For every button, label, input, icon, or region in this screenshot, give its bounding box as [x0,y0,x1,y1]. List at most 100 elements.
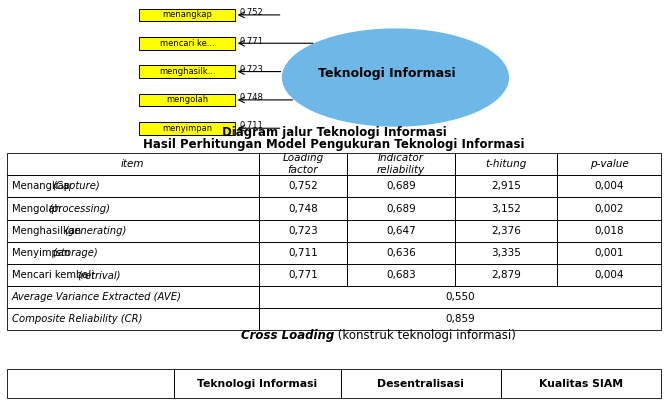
Text: t-hitung: t-hitung [485,159,526,169]
Text: Teknologi Informasi: Teknologi Informasi [318,66,456,79]
Text: 0,723: 0,723 [288,226,318,236]
Bar [7,220,259,242]
Bar [455,220,556,242]
Text: menghasilk...: menghasilk... [159,67,215,76]
Text: (processing): (processing) [49,204,110,214]
Bar [259,264,347,286]
Text: 0.748: 0.748 [239,93,263,102]
Text: 0.752: 0.752 [239,8,263,17]
Text: Average Variance Extracted (AVE): Average Variance Extracted (AVE) [12,292,182,302]
Text: Indicator
reliability: Indicator reliability [377,154,426,175]
Text: 0,004: 0,004 [595,270,624,280]
Bar [7,197,259,220]
Text: 2,915: 2,915 [491,181,521,191]
Bar [347,220,455,242]
Text: Teknologi Informasi: Teknologi Informasi [197,379,317,389]
Bar [556,242,661,264]
Bar [259,197,347,220]
Ellipse shape [283,29,508,126]
Bar [7,242,259,264]
Bar [501,369,661,399]
Bar [7,308,259,330]
Bar [347,264,455,286]
Bar [341,369,501,399]
Text: 0,636: 0,636 [386,248,416,258]
Bar [259,153,347,175]
Bar [7,153,259,175]
Text: (Capture): (Capture) [53,181,100,191]
Text: (retrival): (retrival) [77,270,120,280]
Text: 0.723: 0.723 [239,65,263,74]
Text: menyimpan: menyimpan [162,124,212,133]
Text: Menangkap: Menangkap [12,181,73,191]
Bar [556,153,661,175]
Text: Menyimpan: Menyimpan [12,248,73,258]
FancyBboxPatch shape [139,8,235,21]
Text: 3,152: 3,152 [491,204,521,214]
Bar [556,197,661,220]
Text: 0.711: 0.711 [239,121,263,131]
Text: 0,689: 0,689 [386,204,416,214]
FancyBboxPatch shape [139,122,235,135]
Text: 0,689: 0,689 [386,181,416,191]
Bar [556,264,661,286]
Bar [347,175,455,197]
Text: (generating): (generating) [65,226,127,236]
Text: mengolah: mengolah [166,96,208,104]
FancyBboxPatch shape [139,93,235,106]
Bar [7,175,259,197]
Text: 0,004: 0,004 [595,181,624,191]
Text: 0,647: 0,647 [386,226,416,236]
Text: Diagram jalur Teknologi Informasi: Diagram jalur Teknologi Informasi [222,126,446,139]
Text: Mengolah: Mengolah [12,204,64,214]
Bar [347,197,455,220]
Bar [455,153,556,175]
Text: 0,771: 0,771 [288,270,318,280]
FancyBboxPatch shape [139,65,235,78]
Bar [259,242,347,264]
Bar [259,175,347,197]
Text: menangkap: menangkap [162,10,212,19]
Bar [259,220,347,242]
Text: mencari ke...: mencari ke... [160,39,214,48]
Bar [455,242,556,264]
Text: 0,683: 0,683 [386,270,416,280]
Text: 0,018: 0,018 [594,226,624,236]
Text: 0,550: 0,550 [445,292,475,302]
Text: Desentralisasi: Desentralisasi [377,379,464,389]
Text: 3,335: 3,335 [491,248,521,258]
Text: Hasil Perhitungan Model Pengukuran Teknologi Informasi: Hasil Perhitungan Model Pengukuran Tekno… [143,138,525,152]
Text: item: item [121,159,144,169]
Text: 2,376: 2,376 [491,226,521,236]
Bar [556,220,661,242]
Text: 0,001: 0,001 [595,248,624,258]
Text: 0,002: 0,002 [595,204,624,214]
Text: 2,879: 2,879 [491,270,521,280]
Bar [347,153,455,175]
Text: Menghasilkan: Menghasilkan [12,226,84,236]
Bar [556,175,661,197]
Text: p-value: p-value [590,159,629,169]
Bar [455,197,556,220]
Bar [455,175,556,197]
Text: 0,711: 0,711 [288,248,318,258]
Text: 0,859: 0,859 [445,314,475,324]
Text: (konstruk teknologi informasi): (konstruk teknologi informasi) [334,329,516,342]
Bar [174,369,341,399]
Text: 0,752: 0,752 [288,181,318,191]
Text: 0,748: 0,748 [288,204,318,214]
Bar [7,264,259,286]
Text: Kualitas SIAM: Kualitas SIAM [539,379,623,389]
Bar [347,242,455,264]
Text: Loading
factor: Loading factor [283,154,323,175]
Bar [7,369,174,399]
FancyBboxPatch shape [139,37,235,50]
Text: Cross Loading: Cross Loading [240,329,334,342]
Text: Composite Reliability (CR): Composite Reliability (CR) [12,314,142,324]
Text: Mencari kembali: Mencari kembali [12,270,97,280]
Bar [259,308,661,330]
Bar [259,286,661,308]
Bar [7,286,259,308]
Text: 0.771: 0.771 [239,37,263,46]
Bar [455,264,556,286]
